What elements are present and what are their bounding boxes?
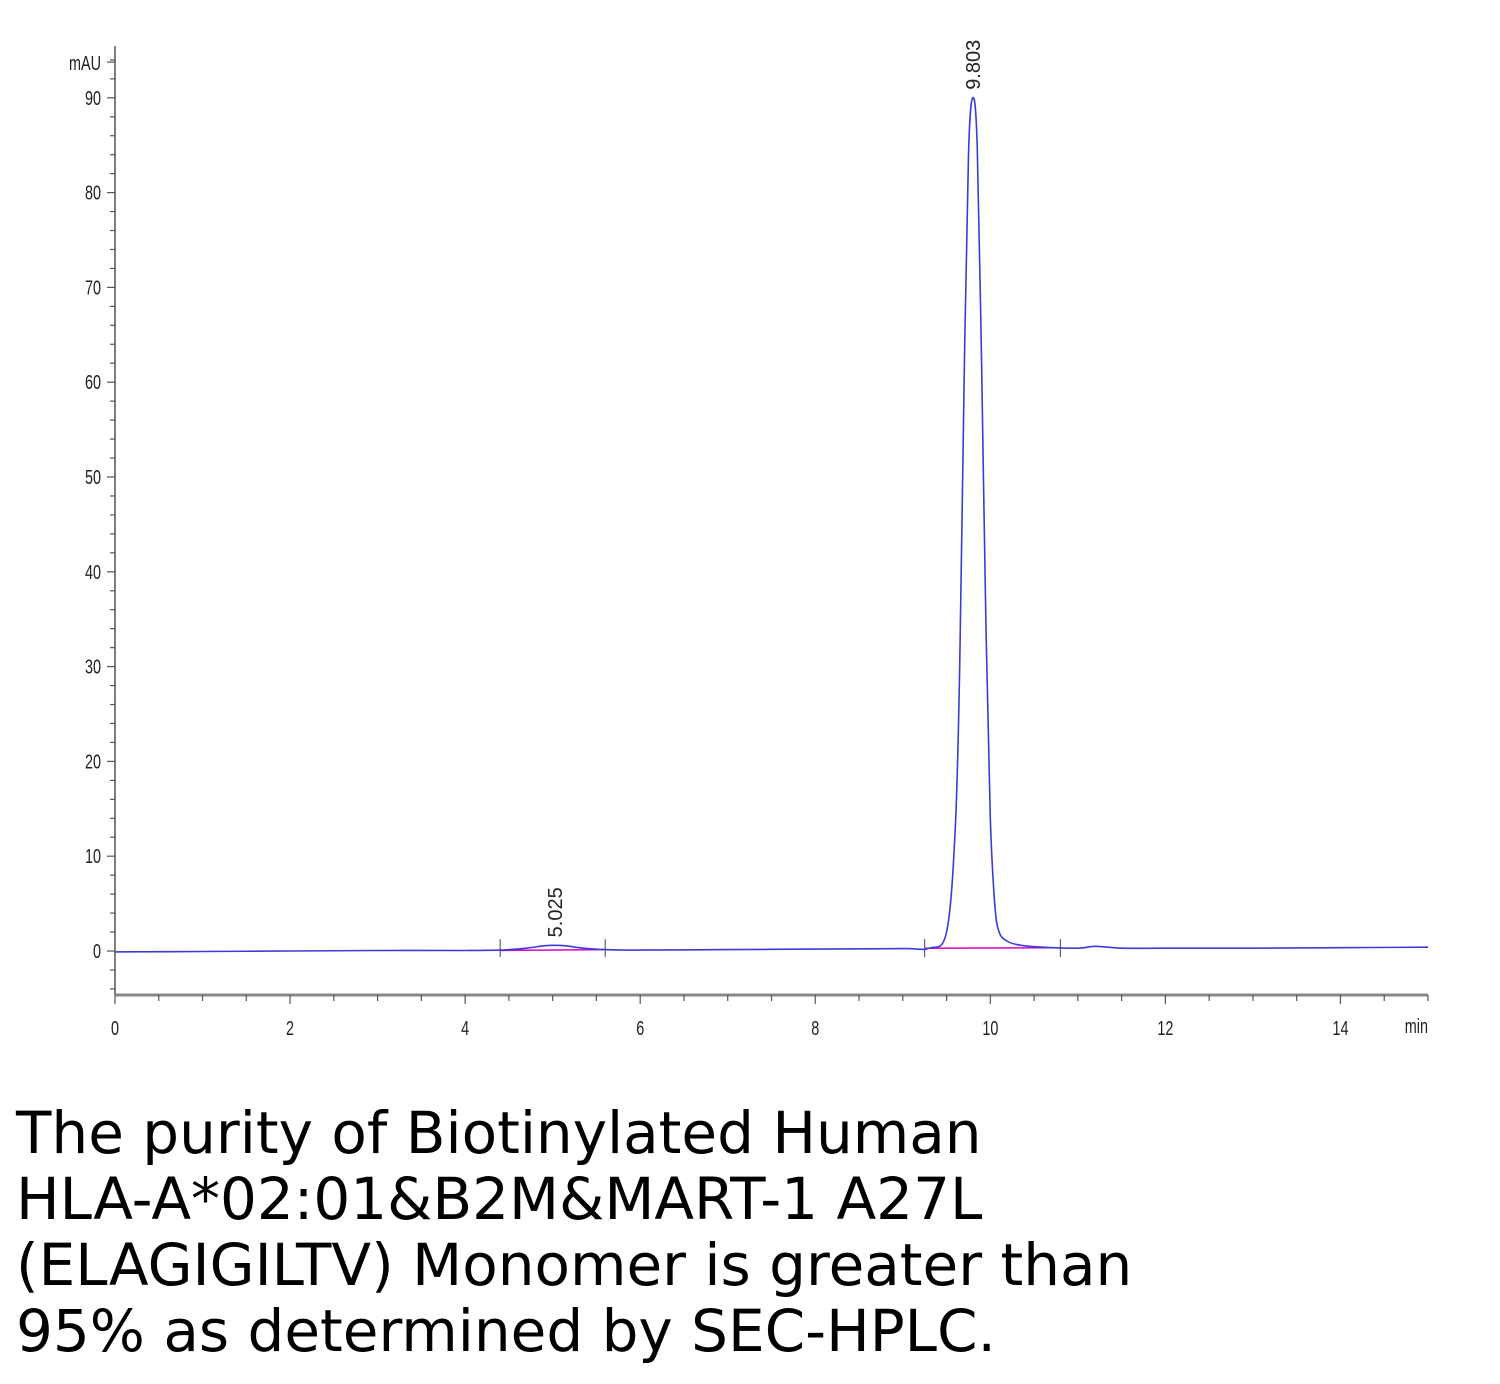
y-tick-label: 0 [93,940,101,963]
x-axis-label: min [1405,1015,1428,1038]
peak-label: 9.803 [963,40,985,90]
x-tick-label: 14 [1332,1017,1348,1040]
y-tick-label: 60 [85,371,101,394]
y-tick-label: 70 [85,276,101,299]
peak-label: 5.025 [545,887,567,937]
x-tick-label: 10 [982,1017,998,1040]
labels: 0 10 20 30 40 50 60 70 80 90 mAU 0 2 4 6 8 10 12 14 min 5.02… [69,40,1428,1040]
chromatogram-trace [114,96,1429,953]
x-tick-label: 8 [811,1017,819,1040]
axes [114,46,1428,997]
caption-line-2: HLA-A*02:01&B2M&MART-1 A27L [16,1165,983,1233]
y-tick-label: 30 [85,655,101,678]
integration-baseline [500,948,606,952]
integration-baseline [924,946,1061,949]
y-axis-label: mAU [69,52,101,75]
caption-line-4: 95% as determined by SEC-HPLC. [16,1297,996,1365]
figure-caption: The purity of Biotinylated Human HLA-A*0… [16,1100,1476,1364]
y-tick-label: 80 [85,181,101,204]
x-tick-label: 6 [636,1017,644,1040]
x-tick-label: 12 [1157,1017,1173,1040]
y-tick-label: 20 [85,750,101,773]
baselines [500,946,1061,952]
caption-line-3: (ELAGIGILTV) Monomer is greater than [16,1231,1133,1299]
y-tick-label: 40 [85,560,101,583]
ticks [107,59,1429,1004]
chromatogram-chart: 0 10 20 30 40 50 60 70 80 90 mAU 0 2 4 6 8 10 12 14 min 5.02… [69,40,1429,1040]
y-tick-label: 10 [85,845,101,868]
caption-line-1: The purity of Biotinylated Human [16,1099,982,1167]
x-tick-label: 0 [111,1017,119,1040]
series [114,96,1429,953]
y-tick-label: 90 [85,86,101,109]
y-tick-label: 50 [85,466,101,489]
x-tick-label: 4 [461,1017,469,1040]
x-tick-label: 2 [286,1017,294,1040]
